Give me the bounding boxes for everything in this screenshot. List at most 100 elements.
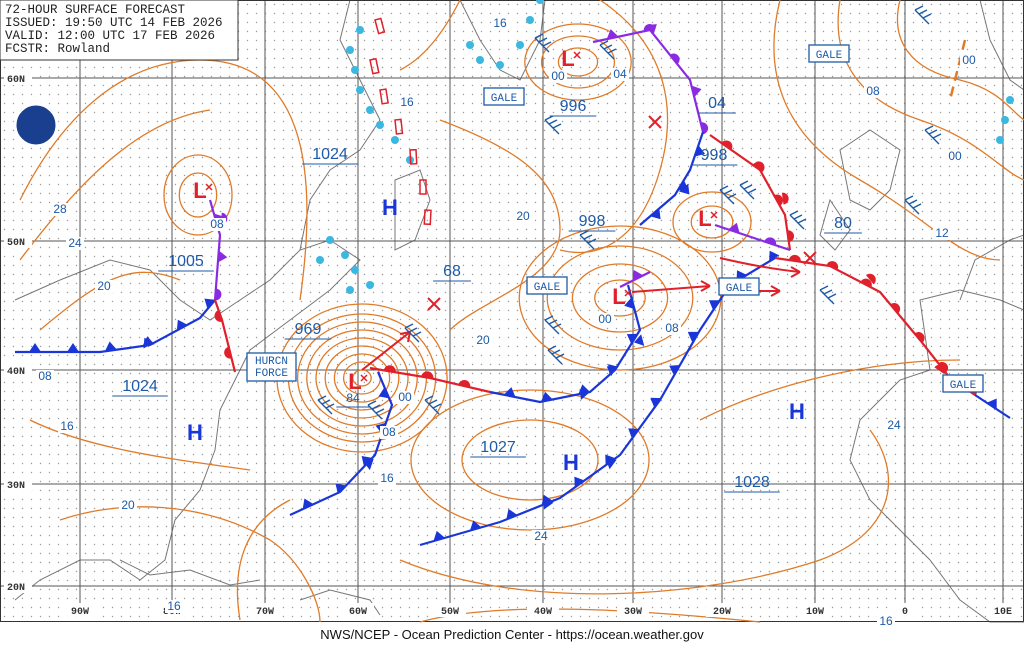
front-barb xyxy=(363,458,374,471)
longitude-label: 10W xyxy=(806,607,824,618)
front-barb xyxy=(574,476,585,488)
front-barb xyxy=(691,85,702,98)
low-center: L xyxy=(348,369,361,394)
isobar xyxy=(324,345,400,411)
isobar xyxy=(29,419,251,471)
high-center: H xyxy=(187,420,203,445)
ice-box xyxy=(394,118,404,135)
lon-label-box xyxy=(889,603,921,617)
warning-box xyxy=(246,352,297,382)
front-bump xyxy=(787,230,794,243)
front-bump xyxy=(826,261,839,270)
isobar-label-bg xyxy=(946,150,964,163)
arrow xyxy=(361,331,411,371)
arrow xyxy=(631,285,711,293)
wind-barb xyxy=(367,400,385,420)
isobar xyxy=(236,499,291,621)
front-barb xyxy=(540,391,553,402)
wind-barb xyxy=(924,125,942,145)
low-x xyxy=(205,183,213,191)
front-barb xyxy=(433,530,445,542)
isobar xyxy=(546,245,694,351)
isobar-label: 12 xyxy=(935,226,949,240)
noaa-logo xyxy=(13,102,59,148)
latitude-label: 40N xyxy=(7,367,25,378)
coastline xyxy=(119,559,261,586)
lon-label-box xyxy=(527,603,559,617)
longitude-label: 30W xyxy=(624,607,642,618)
ice-dot xyxy=(351,266,359,274)
coastline xyxy=(959,234,1024,301)
isobar-label: 08 xyxy=(38,369,52,383)
lon-label-box xyxy=(799,603,831,617)
wind-barbs xyxy=(317,5,942,420)
front-line xyxy=(289,371,394,516)
coastline xyxy=(14,239,361,601)
isobar-label: 24 xyxy=(887,418,901,432)
front-barb xyxy=(632,270,644,281)
isobar-label-bg xyxy=(663,322,681,335)
central-pressure: 1005 xyxy=(168,253,204,270)
ice-dot xyxy=(376,121,384,129)
hurricane-warning-label: HURCN xyxy=(255,356,288,368)
warning-box xyxy=(526,276,568,295)
isobar xyxy=(699,359,961,421)
isobar-label-bg xyxy=(514,210,532,223)
front-bump xyxy=(788,254,801,262)
front-barb xyxy=(579,389,591,400)
arrow xyxy=(719,257,801,273)
front-barb xyxy=(626,333,638,344)
warning-label: GALE xyxy=(491,93,518,105)
front-line xyxy=(974,394,1011,419)
isobar-label-bg xyxy=(491,17,509,30)
ice-dot xyxy=(996,136,1004,144)
front-bump xyxy=(224,346,232,359)
coastline xyxy=(299,0,381,251)
latitude-label: 60N xyxy=(7,75,25,86)
trough xyxy=(948,39,967,101)
front-line xyxy=(592,28,705,133)
coastline xyxy=(299,589,381,616)
wind-barb xyxy=(534,33,552,53)
front-bump xyxy=(934,364,946,375)
front-bump xyxy=(214,288,222,301)
ice-dot xyxy=(316,256,324,264)
isobar xyxy=(315,337,409,419)
ice-box xyxy=(374,17,386,35)
cold-front xyxy=(639,131,706,226)
isobar xyxy=(559,0,669,254)
front-bump xyxy=(914,332,925,343)
warning-label: GALE xyxy=(950,380,977,392)
isobar-label: 04 xyxy=(613,67,627,81)
isobar-label-bg xyxy=(66,237,84,250)
arrow xyxy=(700,280,711,292)
lat-label-box xyxy=(4,363,32,377)
isobar-label: 16 xyxy=(879,614,893,628)
front-bump xyxy=(865,273,876,285)
occl-front xyxy=(619,270,651,288)
ice-edge xyxy=(316,0,1014,294)
front-bump xyxy=(421,371,434,379)
low-center: L xyxy=(193,178,206,203)
lon-label-box xyxy=(434,603,466,617)
wind-barb xyxy=(424,395,442,415)
footer-band xyxy=(0,622,1024,652)
hurricane-warning-label: FORCE xyxy=(255,368,288,380)
lat-label-box xyxy=(4,579,32,593)
ice-dot xyxy=(1006,96,1014,104)
lat-label-box xyxy=(4,234,32,248)
front-barb xyxy=(728,222,740,234)
central-pressure: 84 xyxy=(346,391,360,405)
front-bump xyxy=(764,237,777,246)
isobar-label-bg xyxy=(877,615,895,628)
front-barb xyxy=(67,343,79,352)
front-line xyxy=(208,199,222,301)
isobar-label-bg xyxy=(396,391,414,404)
ice-dot xyxy=(341,251,349,259)
longitude-label: 40W xyxy=(534,607,552,618)
footer: NWS/NCEP - Ocean Prediction Center - htt… xyxy=(320,627,704,642)
lat-label-box xyxy=(4,71,32,85)
ice-dot xyxy=(326,236,334,244)
